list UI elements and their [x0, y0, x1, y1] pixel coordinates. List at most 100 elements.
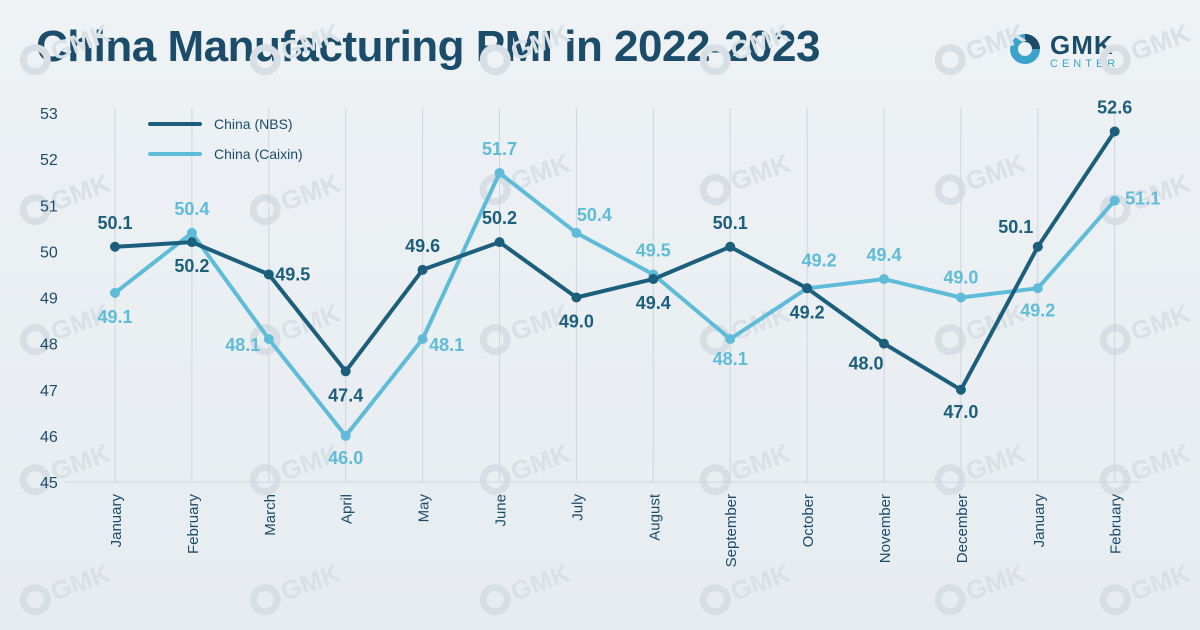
data-label: 50.4: [577, 205, 612, 225]
data-point: [1032, 283, 1043, 294]
watermark: GMK: [699, 558, 794, 616]
y-tick-label: 52: [40, 152, 58, 169]
watermark-ring-icon: [934, 44, 966, 76]
data-point: [110, 287, 120, 298]
data-label: 47.0: [943, 402, 978, 422]
y-tick-label: 46: [40, 429, 58, 446]
watermark-ring-icon: [19, 584, 51, 616]
data-label: 49.6: [405, 236, 440, 256]
watermark-text: GMK: [962, 148, 1029, 197]
data-point: [186, 227, 197, 238]
watermark-ring-icon: [934, 464, 966, 496]
data-point: [263, 334, 274, 345]
legend-label: China (Caixin): [214, 146, 303, 162]
chart-title: China Manufacturing PMI in 2022-2023: [36, 22, 820, 71]
data-label: 50.2: [482, 208, 517, 228]
watermark: GMK: [479, 18, 574, 76]
watermark-ring-icon: [19, 324, 51, 356]
watermark-ring-icon: [699, 44, 731, 76]
y-tick-label: 47: [40, 383, 58, 400]
watermark-ring-icon: [934, 174, 966, 206]
data-point: [417, 334, 428, 345]
watermark-ring-icon: [249, 584, 281, 616]
data-point: [955, 384, 966, 395]
watermark-ring-icon: [699, 584, 731, 616]
x-tick-label: January: [1031, 494, 1048, 548]
watermark: GMK: [249, 18, 344, 76]
watermark-ring-icon: [479, 44, 511, 76]
data-label: 48.1: [225, 335, 260, 355]
data-point: [571, 292, 582, 303]
data-point: [571, 227, 582, 238]
logo-ring-icon: [1010, 34, 1040, 64]
watermark-text: GMK: [277, 168, 344, 217]
watermark: GMK: [1099, 298, 1194, 356]
x-tick-label: September: [723, 494, 740, 567]
x-tick-label: June: [493, 494, 510, 527]
watermark-ring-icon: [699, 174, 731, 206]
data-label: 48.0: [848, 354, 883, 374]
x-tick-label: December: [954, 494, 971, 563]
watermark: GMK: [699, 148, 794, 206]
watermark-text: GMK: [277, 18, 344, 67]
watermark-ring-icon: [1099, 324, 1131, 356]
series-line: [113, 171, 1117, 438]
watermark: GMK: [934, 148, 1029, 206]
data-point: [340, 430, 351, 441]
watermark-text: GMK: [47, 18, 114, 67]
watermark-ring-icon: [934, 324, 966, 356]
watermark: GMK: [19, 438, 114, 496]
watermark-ring-icon: [19, 464, 51, 496]
watermark-ring-icon: [479, 464, 511, 496]
data-point: [417, 264, 428, 275]
data-label: 52.6: [1097, 97, 1132, 117]
y-tick-label: 45: [40, 475, 58, 492]
data-point: [494, 237, 505, 248]
data-point: [110, 241, 120, 252]
x-tick-label: April: [339, 494, 356, 524]
watermark: GMK: [479, 438, 574, 496]
series-line: [114, 130, 1117, 392]
legend: China (NBS) China (Caixin): [148, 116, 303, 162]
watermark-text: GMK: [277, 298, 344, 347]
watermark-ring-icon: [249, 464, 281, 496]
watermark: GMK: [699, 18, 794, 76]
watermark-text: GMK: [962, 18, 1029, 67]
data-label: 51.1: [1125, 189, 1160, 209]
data-label: 49.2: [790, 302, 825, 322]
data-label: 51.7: [482, 139, 517, 159]
data-label: 49.0: [559, 312, 594, 332]
y-axis: 45 46 47 48 49 50 51 52 53: [40, 106, 58, 492]
watermark-ring-icon: [479, 324, 511, 356]
data-label: 50.1: [97, 213, 132, 233]
data-point: [263, 269, 274, 280]
x-tick-label: February: [185, 494, 202, 555]
x-tick-label: May: [416, 494, 433, 523]
x-tick-label: January: [108, 494, 125, 548]
y-tick-label: 53: [40, 106, 58, 123]
data-label: 49.2: [1020, 300, 1055, 320]
watermark-ring-icon: [699, 464, 731, 496]
data-point: [186, 237, 197, 248]
watermark-text: GMK: [1127, 558, 1194, 607]
data-point: [879, 338, 889, 349]
data-label: 49.5: [636, 240, 671, 260]
watermark: GMK: [249, 558, 344, 616]
data-label: 49.2: [802, 250, 837, 270]
x-tick-label: February: [1108, 494, 1125, 555]
watermark: GMK: [479, 558, 574, 616]
watermark-ring-icon: [1099, 584, 1131, 616]
series-points: [110, 126, 1120, 441]
data-label: 49.4: [866, 245, 901, 265]
grid-lines: [65, 108, 1140, 483]
watermark: GMK: [934, 438, 1029, 496]
watermark-ring-icon: [479, 584, 511, 616]
watermark-ring-icon: [249, 44, 281, 76]
watermark-ring-icon: [934, 584, 966, 616]
data-point: [1109, 195, 1120, 206]
data-label: 50.1: [998, 217, 1033, 237]
data-point: [1032, 241, 1043, 252]
data-label: 48.1: [713, 349, 748, 369]
y-tick-label: 49: [40, 291, 58, 308]
